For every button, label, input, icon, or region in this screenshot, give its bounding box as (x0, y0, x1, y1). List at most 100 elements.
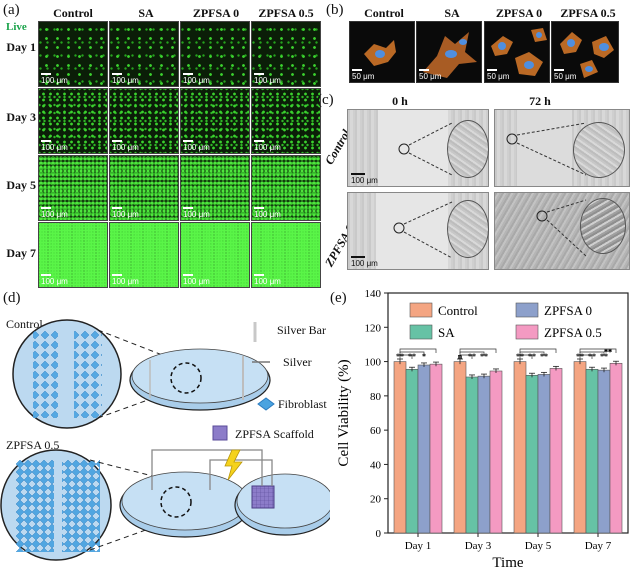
live-image-zpfsa05-day7: 100 μm (251, 222, 321, 288)
live-image-zpfsa0-day7: 100 μm (180, 222, 250, 288)
bar (405, 368, 419, 534)
cytoskeleton-image-sa: 50 μm (416, 21, 482, 83)
legend-swatch (515, 324, 539, 340)
legend-entry: ZPFSA 0 (544, 303, 592, 318)
y-tick-label: 60 (370, 425, 382, 437)
significance-bracket (579, 348, 617, 353)
bar (477, 375, 491, 534)
significance-bracket (399, 351, 425, 356)
live-image-control-day1: 100 μm (38, 21, 108, 87)
row-label-day3: Day 3 (6, 110, 36, 124)
legend-scaffold: ZPFSA Scaffold (235, 427, 314, 441)
bar (525, 374, 539, 534)
row-label-day7: Day 7 (6, 246, 36, 260)
zoom-circle-control-0h (447, 120, 489, 178)
bar (429, 363, 443, 534)
significance-label: * (422, 352, 426, 361)
control-label: Control (6, 317, 43, 331)
cytoskeleton-image-zpfsa05: 50 μm (551, 21, 619, 83)
zoom-lines (536, 199, 587, 257)
fibroblast-legend-mark (257, 397, 275, 411)
significance-bracket (519, 351, 545, 356)
live-image-zpfsa0-day3: 100 μm (180, 88, 250, 154)
bar (573, 361, 587, 534)
y-tick-label: 0 (376, 528, 382, 540)
row-label-day5: Day 5 (6, 178, 36, 192)
x-tick-label: Day 5 (525, 540, 552, 552)
significance-label: ** (600, 352, 608, 361)
zpfsa-scaffold (251, 485, 275, 509)
bar (585, 368, 599, 534)
significance-bracket (579, 354, 593, 359)
significance-bracket (519, 354, 533, 359)
live-image-control-day3: 100 μm (38, 88, 108, 154)
live-image-zpfsa05-day3: 100 μm (251, 88, 321, 154)
significance-label: ** (408, 352, 416, 361)
cell-drawing (364, 40, 396, 66)
zoom-lines (506, 122, 587, 176)
bar (597, 369, 611, 534)
migration-image-control-0h: 100 μm (347, 109, 489, 187)
significance-label: ** (576, 352, 584, 361)
magnified-circle-control (12, 319, 122, 429)
significance-label: n (458, 352, 463, 361)
bar (393, 361, 407, 534)
y-tick-label: 100 (365, 357, 382, 369)
live-image-sa-day3: 100 μm (109, 88, 179, 154)
panel-d-label: (d) (3, 290, 21, 306)
bar (453, 361, 467, 534)
bar (417, 364, 431, 534)
significance-label: ** (604, 348, 612, 357)
cytoskeleton-image-control: 50 μm (349, 21, 415, 83)
bar (549, 368, 563, 534)
c-col-label-72h: 72 h (529, 94, 551, 108)
significance-bracket (579, 351, 605, 356)
legend-entry: Control (438, 303, 478, 318)
live-image-zpfsa05-day5: 100 μm (251, 155, 321, 221)
bar (537, 374, 551, 534)
legend-swatch (409, 324, 433, 340)
live-image-sa-day5: 100 μm (109, 155, 179, 221)
live-image-control-day5: 100 μm (38, 155, 108, 221)
y-tick-label: 140 (365, 288, 382, 300)
zoom-circle-zpfsa05-0h (447, 200, 489, 258)
significance-label: ** (480, 352, 488, 361)
cell-drawing (491, 28, 547, 76)
x-axis-label: Time (492, 555, 523, 571)
cell-drawing (560, 32, 614, 78)
live-image-control-day7: 100 μm (38, 222, 108, 288)
col-label-zpfsa05: ZPFSA 0.5 (258, 6, 314, 20)
panel-c-label: (c) (317, 92, 334, 108)
y-tick-label: 80 (370, 391, 382, 403)
legend-fibroblast: Fibroblast (278, 397, 327, 411)
zoom-circle-zpfsa05-72h (580, 198, 626, 254)
zoom-lines (393, 201, 453, 259)
live-label: Live (6, 21, 27, 33)
significance-label: ** (604, 348, 612, 357)
lightning-icon (224, 449, 243, 481)
legend-silver-bar: Silver Bar (277, 323, 326, 337)
zoom-circle-control-72h (573, 122, 625, 178)
legend-entry: ZPFSA 0.5 (544, 325, 602, 340)
y-tick-label: 40 (370, 459, 382, 471)
bar (513, 361, 527, 534)
col-label-zpfsa0: ZPFSA 0 (192, 6, 240, 20)
zpfsa-label: ZPFSA 0.5 (6, 438, 60, 452)
cytoskeleton-image-zpfsa0: 50 μm (484, 21, 550, 83)
significance-bracket (459, 354, 473, 359)
x-tick-label: Day 1 (405, 540, 432, 552)
y-tick-label: 120 (365, 322, 382, 334)
col-label-sa: SA (138, 6, 154, 20)
y-axis-label: Cell Viability (%) (336, 359, 352, 466)
significance-label: ** (468, 352, 476, 361)
significance-bracket (519, 348, 557, 353)
live-image-zpfsa05-day1: 100 μm (251, 21, 321, 87)
bar (609, 362, 623, 534)
significance-bracket (459, 348, 497, 353)
significance-bracket (459, 351, 485, 356)
legend-silver: Silver (283, 355, 312, 369)
col-label-control: Control (53, 6, 93, 20)
b-col-label-control: Control (364, 6, 404, 20)
b-col-label-zpfsa05: ZPFSA 0.5 (560, 6, 616, 20)
bar (489, 370, 503, 534)
